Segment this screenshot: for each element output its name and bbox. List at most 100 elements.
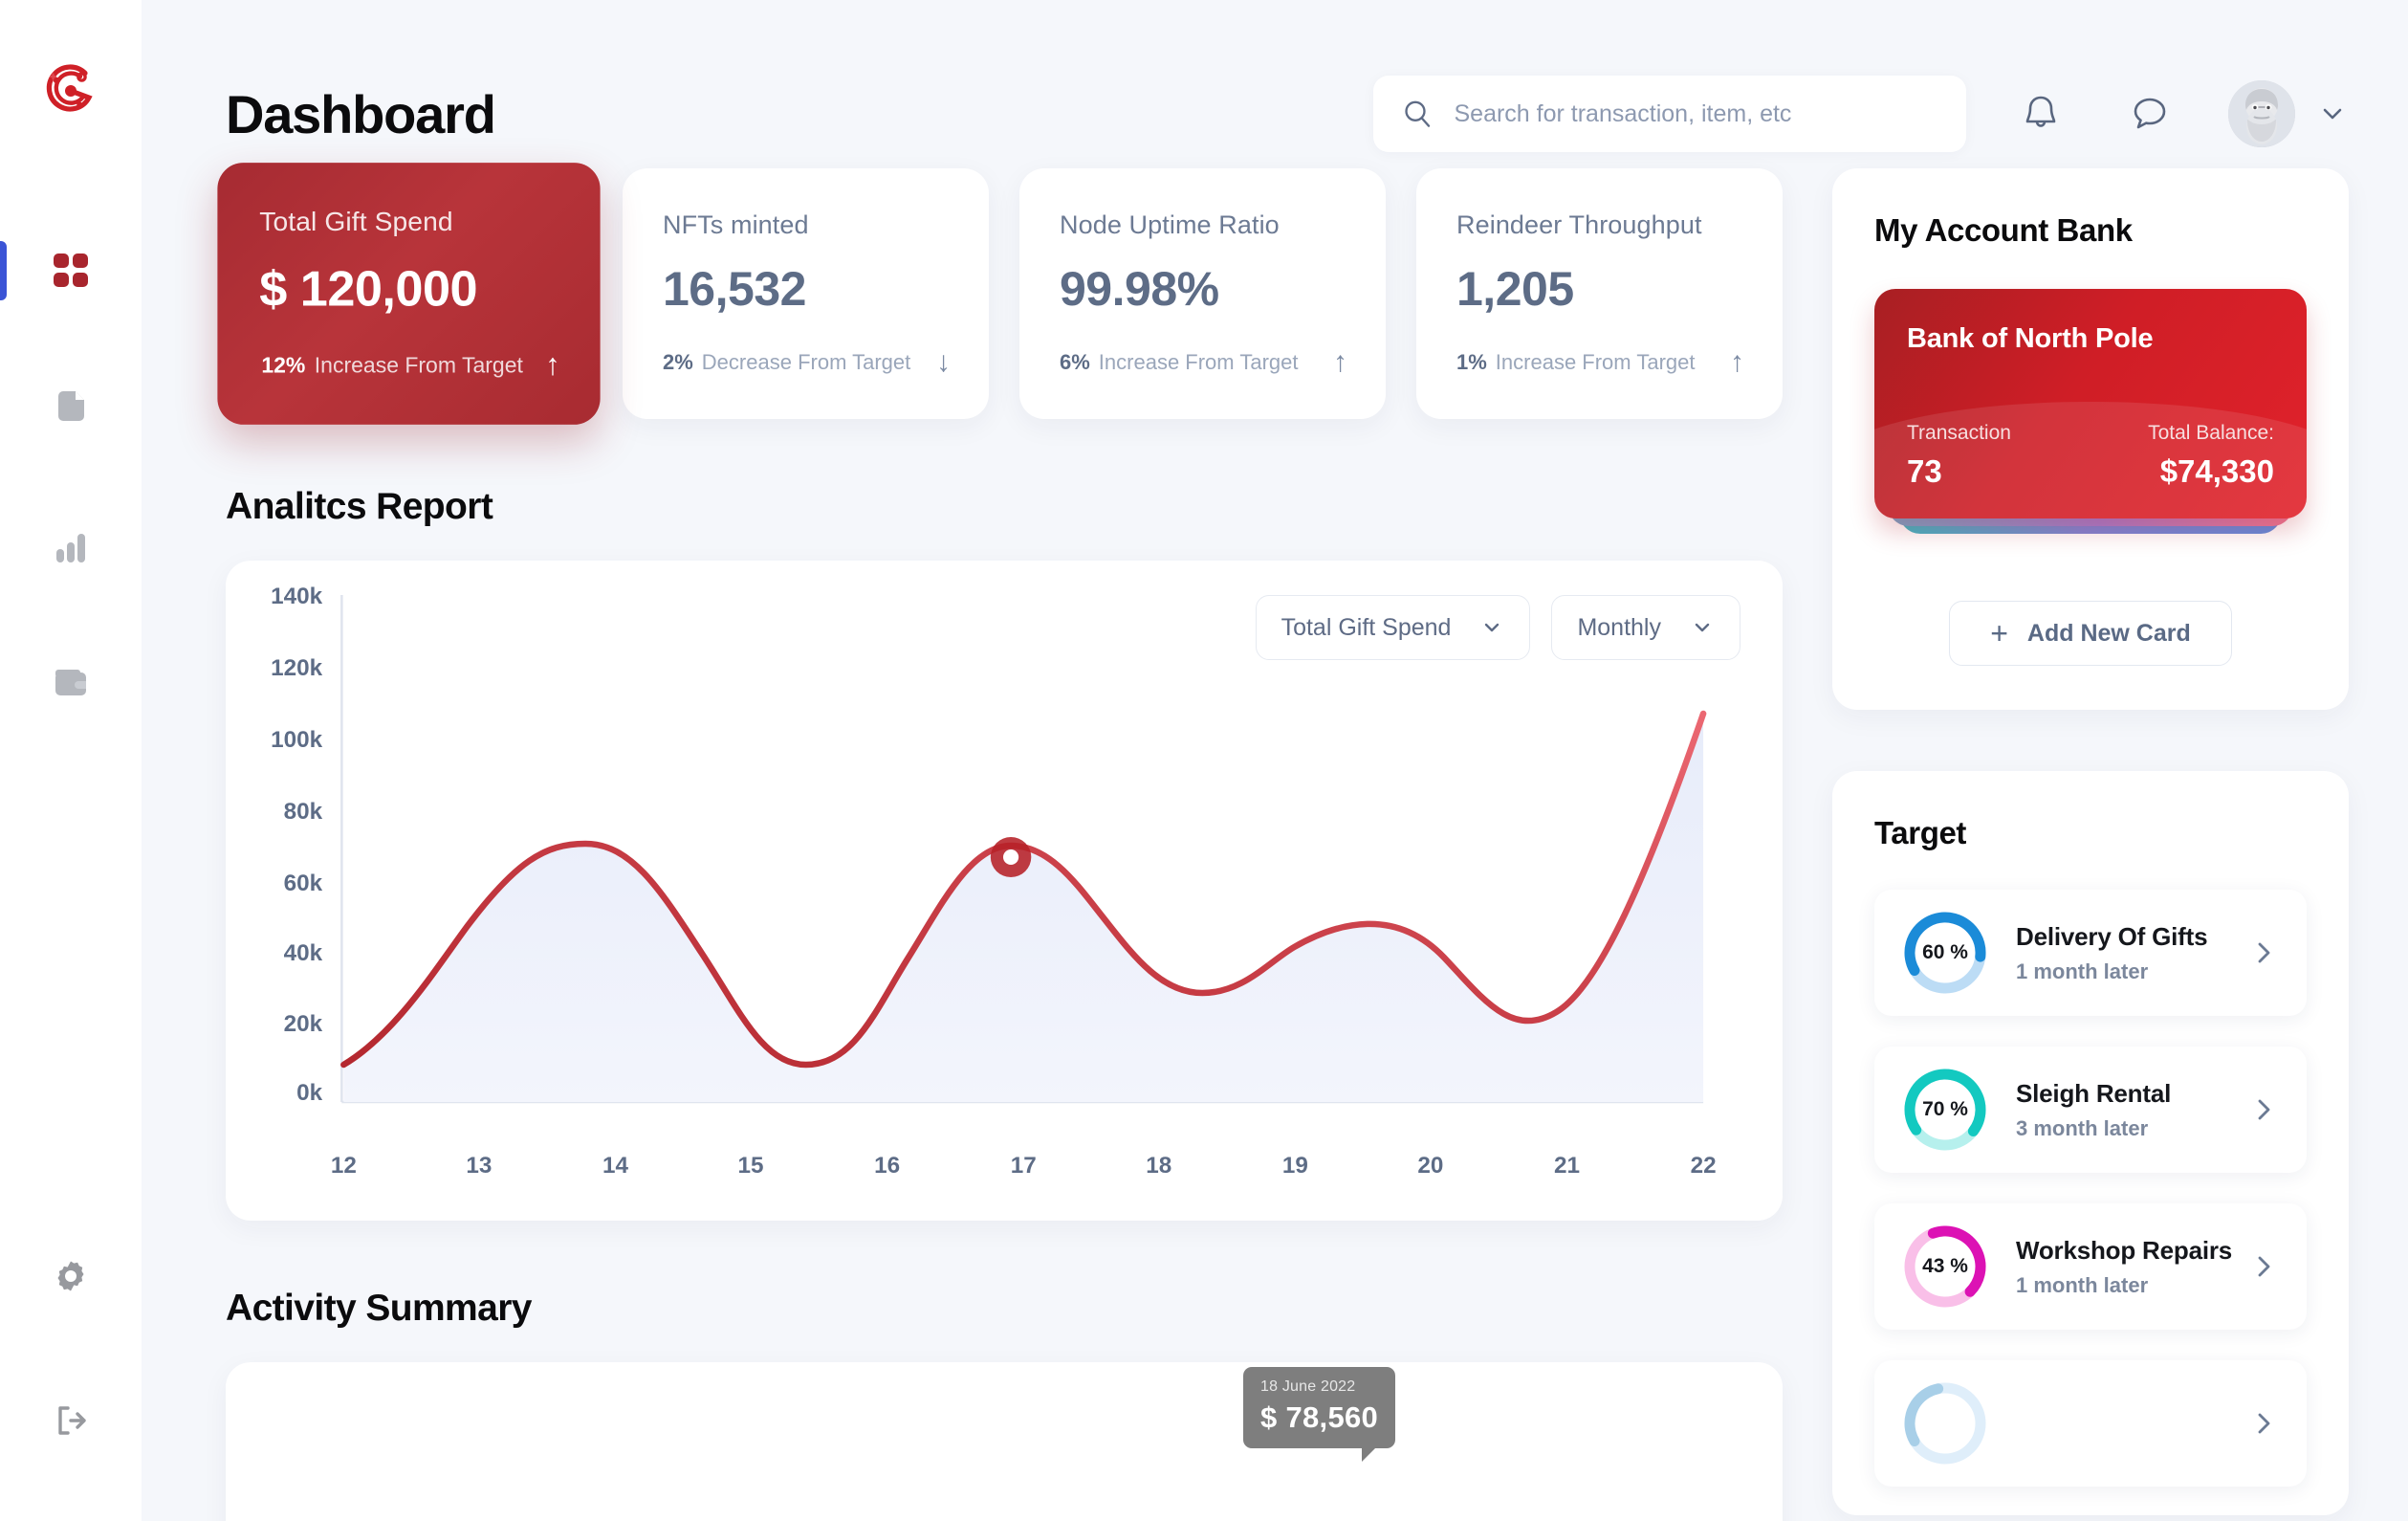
user-avatar-icon [2228,80,2295,147]
trend-down-icon: ↓ [936,346,951,378]
progress-percent: 60 % [1922,941,1968,963]
period-dropdown-value: Monthly [1577,613,1661,641]
tooltip-value: $ 78,560 [1260,1400,1379,1434]
target-name: Workshop Repairs [2016,1235,2233,1265]
target-texts [2016,1420,2249,1427]
bank-card-front[interactable]: Bank of North Pole Transaction 73 Total … [1874,289,2307,518]
sidebar-item-logout[interactable] [0,1391,142,1450]
sidebar-bottom-nav [0,1247,142,1450]
search-input[interactable] [1454,99,1937,128]
search-icon [1405,100,1431,127]
bell-icon [2025,96,2056,127]
stat-delta: 2% Decrease From Target ↓ [663,348,951,377]
stat-value: 99.98% [1060,262,1219,316]
x-tick-16: 16 [874,1153,900,1179]
target-due: 1 month later [2016,959,2149,983]
bank-card-figures: Transaction 73 Total Balance: $74,330 [1907,422,2274,490]
sidebar-item-dashboard[interactable] [0,241,142,300]
balance-value: $74,330 [2159,453,2274,489]
stat-label: Node Uptime Ratio [1060,210,1280,239]
chart-svg: 140k 120k 100k 80k 60k 40k 20k 0k [271,584,1717,1179]
chevron-right-icon[interactable] [2249,1409,2278,1438]
target-name: Sleigh Rental [2016,1078,2172,1108]
transaction-label: Transaction [1907,422,2011,444]
progress-ring: 60 % [1899,907,1991,999]
analytics-chart-card: Total Gift Spend Monthly [226,561,1783,1462]
x-tick-22: 22 [1691,1153,1717,1179]
stat-delta: 12% Increase From Target ↑ [261,350,559,381]
avatar[interactable] [2228,80,2295,147]
chevron-right-icon[interactable] [2249,938,2278,967]
stat-value: $ 120,000 [259,260,478,318]
stat-cards: Total Gift Spend $ 120,000 12% Increase … [217,163,1783,425]
chart-tooltip: 18 June 2022 $ 78,560 [1243,1367,1396,1462]
page-header: Dashboard [142,0,2408,168]
y-tick-40k: 40k [284,940,323,966]
stat-value: 1,205 [1456,262,1574,316]
stat-delta-pct: 6% [1060,350,1090,374]
trend-up-icon: ↑ [1730,346,1744,378]
stat-card-total-gift-spend[interactable]: Total Gift Spend $ 120,000 12% Increase … [217,163,601,425]
target-texts: Sleigh Rental 3 month later [2016,1079,2249,1141]
stat-card-nfts-minted[interactable]: NFTs minted 16,532 2% Decrease From Targ… [623,168,989,419]
target-item-delivery-of-gifts[interactable]: 60 % Delivery Of Gifts 1 month later [1874,890,2307,1016]
sidebar-item-documents[interactable] [0,379,142,438]
logout-icon [58,1406,86,1435]
add-new-card-button[interactable]: + Add New Card [1949,601,2232,666]
messages-button[interactable] [2115,79,2184,148]
left-column: Total Gift Spend $ 120,000 12% Increase … [217,163,1783,1521]
search-box[interactable] [1373,76,1966,152]
card-wave-decoration [1874,402,2307,518]
stat-delta-text: Increase From Target [1495,350,1696,374]
bank-name: Bank of North Pole [1907,323,2154,354]
target-item-partial[interactable] [1874,1360,2307,1487]
stat-card-node-uptime-ratio[interactable]: Node Uptime Ratio 99.98% 6% Increase Fro… [1019,168,1386,419]
stat-delta-pct: 12% [261,352,306,378]
gear-icon [57,1261,84,1291]
profile-chevron-button[interactable] [2316,98,2349,130]
activity-summary-card [226,1362,1783,1521]
y-tick-100k: 100k [271,727,323,753]
x-tick-20: 20 [1417,1153,1443,1179]
stat-card-reindeer-throughput[interactable]: Reindeer Throughput 1,205 1% Increase Fr… [1416,168,1783,419]
christmas-g-logo-icon [46,64,93,112]
target-item-sleigh-rental[interactable]: 70 % Sleigh Rental 3 month later [1874,1047,2307,1173]
target-item-workshop-repairs[interactable]: 43 % Workshop Repairs 1 month later [1874,1203,2307,1330]
y-tick-20k: 20k [284,1011,323,1037]
sidebar-item-settings[interactable] [0,1247,142,1307]
sidebar-item-statistics[interactable] [0,517,142,576]
main-content: Dashboard [142,0,2408,1521]
transaction-value: 73 [1907,453,1942,489]
trend-up-icon: ↑ [1333,346,1347,378]
stat-delta: 1% Increase From Target ↑ [1456,348,1744,377]
notifications-button[interactable] [2006,79,2075,148]
period-dropdown[interactable]: Monthly [1551,595,1740,660]
chart-controls: Total Gift Spend Monthly [1255,595,1740,660]
chevron-down-icon [1479,615,1504,640]
x-tick-13: 13 [466,1153,492,1179]
add-new-card-label: Add New Card [2026,619,2191,647]
metric-dropdown-value: Total Gift Spend [1281,613,1452,641]
target-due: 1 month later [2016,1272,2149,1297]
document-icon [58,391,84,421]
stat-delta-text: Increase From Target [314,352,523,378]
app-logo[interactable] [35,55,106,126]
right-column: My Account Bank Bank of North Pole Trans… [1832,168,2349,1521]
grid-dashboard-icon [54,254,88,287]
bank-card-stack: Bank of North Pole Transaction 73 Total … [1874,289,2307,540]
stat-delta-pct: 2% [663,350,693,374]
metric-dropdown[interactable]: Total Gift Spend [1255,595,1531,660]
x-tick-labels: 12 13 14 15 16 17 18 19 20 21 22 [331,1153,1717,1179]
x-tick-21: 21 [1554,1153,1580,1179]
x-tick-18: 18 [1146,1153,1171,1179]
progress-percent: 70 % [1922,1098,1968,1120]
stat-label: Reindeer Throughput [1456,210,1702,239]
x-tick-12: 12 [331,1153,357,1179]
sidebar-item-wallet[interactable] [0,654,142,714]
chevron-right-icon[interactable] [2249,1095,2278,1124]
tooltip-date: 18 June 2022 [1260,1378,1356,1395]
chevron-right-icon[interactable] [2249,1252,2278,1281]
target-texts: Delivery Of Gifts 1 month later [2016,922,2249,984]
stat-delta-text: Increase From Target [1098,350,1299,374]
